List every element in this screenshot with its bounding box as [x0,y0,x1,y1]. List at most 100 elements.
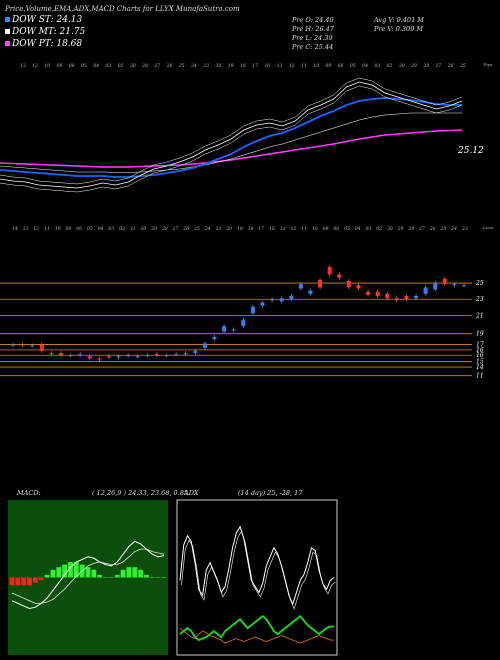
top-date-label: 10 [313,63,319,69]
support-label: 21 [475,312,484,319]
macd-histogram-bar [108,577,114,578]
ema-value-label: 25.12 [457,146,484,156]
bottom-date-label: 18 [248,226,254,232]
bottom-date-label: 10 [312,226,318,232]
macd-panel [9,540,167,610]
bottom-date-label: 10 [55,226,61,232]
bottom-date-label: 30 [141,226,147,232]
macd-histogram-bar [68,562,73,578]
prev-volume: Pre V: 0.309 M [373,25,423,33]
candle-body [462,285,466,287]
top-date-label: 18 [240,63,246,69]
candle-body [222,326,227,332]
top-date-label: 23 [202,63,209,69]
ema-line-ema_mid [0,112,462,173]
candle-body [385,293,390,299]
bottom-date-label: 16 [269,226,275,232]
candle-body [337,274,342,278]
bottom-date-label: 12 [291,226,297,232]
macd-histogram-bar [126,567,132,578]
top-date-label: 03 [106,63,112,69]
prev-open: Pre O: 24.40 [291,16,334,24]
bottom-date-label: 13 [23,226,29,232]
dow-mt-label: DOW MT: 21.75 [11,27,86,37]
macd-histogram-bar [38,577,44,581]
macd-histogram-bar [149,577,155,578]
prev-high: Pre H: 26.47 [291,25,335,33]
macd-histogram-bar [91,569,97,578]
macd-histogram-bar [32,577,38,583]
candle-body [394,298,399,301]
ema-line-ema_fast [0,97,462,178]
top-date-label: 28 [141,63,148,69]
candle-body [126,355,131,357]
top-date-label: 02 [118,63,124,69]
candle-body [145,355,150,357]
macd-histogram-bar [138,569,144,578]
macd-line-signal [11,548,165,604]
top-date-label: 26 [166,63,173,69]
bottom-date-label: 24 [450,226,457,232]
bottom-date-label: 20 [225,226,232,232]
top-date-label: 05 [350,63,356,69]
bottom-date-label: 29 [397,226,404,232]
ema-line-price [0,81,463,189]
support-label: 17 [476,341,484,348]
prev-ohlc: Pre O: 24.40 Pre H: 26.47 Pre L: 24.39 P… [291,16,424,51]
top-date-label: 30 [130,63,136,69]
candle-body [442,278,447,285]
macd-params: ( 12,26,9 ) 24.33, 23.68, 0.85 [92,489,188,497]
adx-panel [179,525,336,644]
top-date-label: 17 [252,63,258,69]
prev-close: Pre C: 25.44 [291,43,333,51]
candle-body [49,353,54,355]
adx-line-minus_di [179,627,334,644]
bottom-date-label: 25 [440,226,447,232]
candle-body [106,356,111,358]
bottom-date-label: 02 [119,226,125,232]
candle-body [231,329,236,331]
top-date-label: 09 [57,63,63,69]
bottom-date-label: 03 [366,226,372,232]
dow-st-label: DOW ST: 24.13 [11,15,83,25]
price-panel: 14 13 12 11 10 09 06 05 04 03 02 31 30 29 28 27 26 25 24 23… [0,226,484,380]
bottom-date-label: 06 [333,226,339,232]
candle-body [87,356,92,359]
top-date-label: 26 [447,63,454,69]
candle-body [164,355,169,357]
candle-body [97,358,102,360]
dow-pt-swatch [5,41,10,46]
top-date-label: 27 [153,63,160,69]
adx-line-adx-shadow [181,530,336,610]
support-label: 19 [476,331,484,338]
candle-body [78,354,83,356]
bottom-date-label: 24 [204,226,211,232]
bottom-date-label: 27 [172,226,179,232]
macd-histogram-bar [132,567,138,578]
candle-body [356,285,361,289]
bottom-date-label: 13 [280,226,286,232]
candle-body [346,280,351,288]
candle-body [154,354,159,356]
bottom-date-label: 14 [12,226,18,232]
candle-body [270,299,275,301]
top-date-label: 24 [190,63,197,69]
top-date-label: 30 [399,63,405,69]
top-date-label: 09 [326,63,332,69]
dow-st-swatch [5,17,10,22]
top-date-label: 03 [374,63,380,69]
dow-pt-label: DOW PT: 18.68 [11,39,82,49]
page-title: Price,Volume,EMA,ADX,MACD Charts for LLY… [4,5,240,13]
support-label: 23 [475,296,484,303]
bottom-date-label: 27 [418,226,425,232]
adx-params: (14 day) 25, -28, 17 [238,489,303,497]
top-date-label: 11 [301,63,307,69]
bottom-date-label: 11 [301,226,307,232]
candle-body [30,345,35,347]
bottom-date-label: 05 [344,226,350,232]
bottom-date-label: 19 [237,226,243,232]
candle-body [318,279,323,288]
candle-body [260,302,265,306]
bottom-date-label: 02 [376,226,382,232]
candle-body [202,343,207,348]
